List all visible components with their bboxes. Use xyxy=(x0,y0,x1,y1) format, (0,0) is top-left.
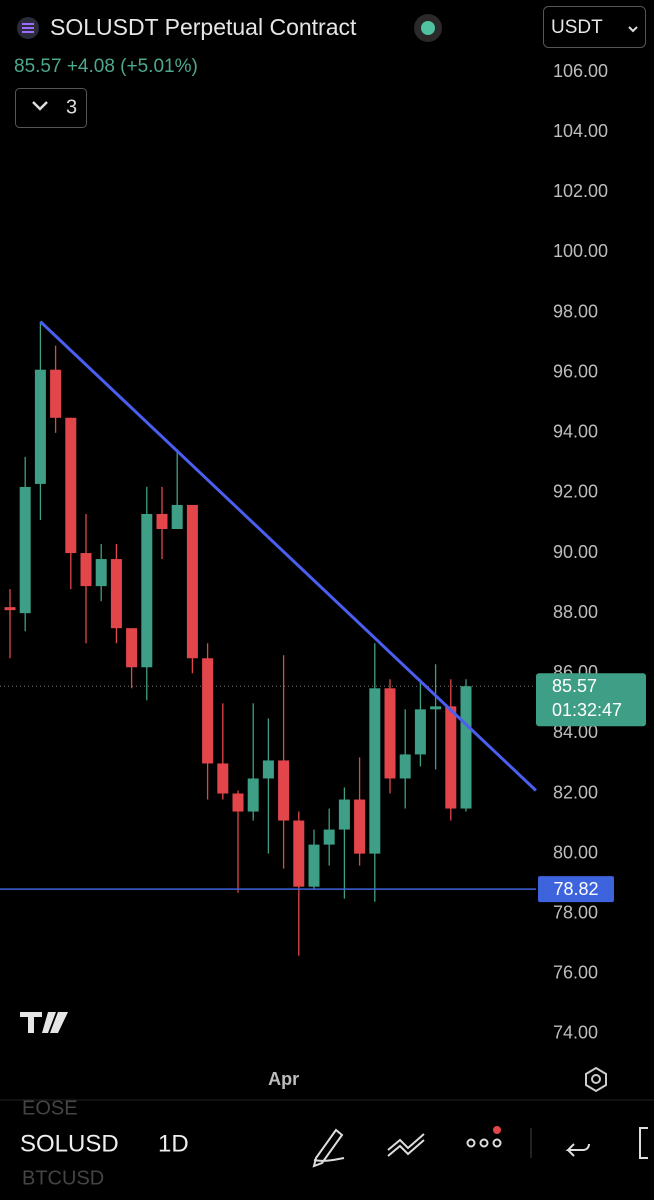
y-tick-label: 78.00 xyxy=(553,902,598,922)
symbol-icon-glyph xyxy=(22,23,34,33)
price-label: 85.57 xyxy=(552,676,597,696)
level-label: 78.82 xyxy=(553,879,598,899)
y-tick-label: 94.00 xyxy=(553,422,598,442)
candle-body xyxy=(445,706,457,809)
y-tick-label: 102.00 xyxy=(553,181,608,201)
candle-body xyxy=(65,417,77,554)
candle-body xyxy=(95,559,107,587)
toolbar-symbol[interactable]: SOLUSD xyxy=(20,1130,119,1157)
y-tick-label: 76.00 xyxy=(553,963,598,983)
draw-icon[interactable] xyxy=(312,1128,345,1168)
candle-body xyxy=(217,763,229,794)
status-dot xyxy=(421,21,435,35)
tv-logo xyxy=(20,1012,68,1033)
candle-body xyxy=(202,658,214,764)
y-tick-label: 74.00 xyxy=(553,1023,598,1043)
candle-body xyxy=(4,607,16,611)
candle-body xyxy=(369,688,381,854)
chevron xyxy=(32,101,48,111)
candle-body xyxy=(293,820,305,887)
y-tick-label: 96.00 xyxy=(553,361,598,381)
candle-body xyxy=(308,844,320,887)
countdown: 01:32:47 xyxy=(552,700,622,720)
settings-icon[interactable] xyxy=(585,1066,607,1093)
y-tick-label: 106.00 xyxy=(553,61,608,81)
price-label-bg xyxy=(536,673,646,727)
more-icon[interactable] xyxy=(466,1126,502,1148)
y-tick-label: 100.00 xyxy=(553,241,608,261)
plot: 74.0076.0078.0080.0082.0084.0086.0088.00… xyxy=(0,61,646,1089)
currency: USDT xyxy=(551,17,603,38)
watch-below: BTCUSD xyxy=(22,1167,104,1189)
level-label-bg xyxy=(538,876,614,903)
candle-body xyxy=(156,513,168,530)
candle-body xyxy=(80,553,92,587)
candle-body xyxy=(247,778,259,812)
candle-body xyxy=(354,799,366,854)
candle-body xyxy=(399,754,411,779)
ui: SOLUSDT Perpetual Contract 85.57 +4.08 (… xyxy=(0,6,654,1189)
chevron xyxy=(628,26,638,33)
fullscreen-icon[interactable] xyxy=(639,1127,648,1159)
candle-body xyxy=(34,369,46,484)
y-tick-label: 98.00 xyxy=(553,301,598,321)
candle-body xyxy=(141,513,153,668)
candle-body xyxy=(232,793,244,812)
x-tick-label: Apr xyxy=(268,1069,299,1089)
candle-body xyxy=(338,799,350,830)
toolbar-interval[interactable]: 1D xyxy=(158,1130,189,1157)
candle-body xyxy=(186,504,198,659)
currency-select[interactable] xyxy=(543,6,646,48)
price-change: 85.57 +4.08 (+5.01%) xyxy=(14,56,198,77)
candle-body xyxy=(262,760,274,779)
indicator-count: 3 xyxy=(66,96,77,118)
trendline xyxy=(39,320,537,792)
indicator-toggle[interactable] xyxy=(15,88,87,128)
candle-body xyxy=(323,829,335,845)
watch-above: EOSE xyxy=(22,1097,78,1119)
title: SOLUSDT Perpetual Contract xyxy=(50,14,357,40)
candle-body xyxy=(460,686,472,809)
candle-body xyxy=(171,504,183,530)
y-tick-label: 90.00 xyxy=(553,542,598,562)
candle-body xyxy=(110,559,122,629)
y-tick-label: 82.00 xyxy=(553,782,598,802)
candle-body xyxy=(19,486,31,614)
y-tick-label: 80.00 xyxy=(553,842,598,862)
candle-body xyxy=(384,688,396,779)
y-tick-label: 88.00 xyxy=(553,602,598,622)
y-tick-label: 84.00 xyxy=(553,722,598,742)
undo-icon[interactable] xyxy=(565,1143,590,1157)
candle-body xyxy=(414,709,426,755)
candle-body xyxy=(430,706,442,710)
line-tool-icon[interactable] xyxy=(387,1133,425,1157)
candle-body xyxy=(126,628,138,668)
y-tick-label: 92.00 xyxy=(553,482,598,502)
candle-body xyxy=(50,369,62,418)
y-tick-label: 104.00 xyxy=(553,121,608,141)
candle-body xyxy=(278,760,290,821)
